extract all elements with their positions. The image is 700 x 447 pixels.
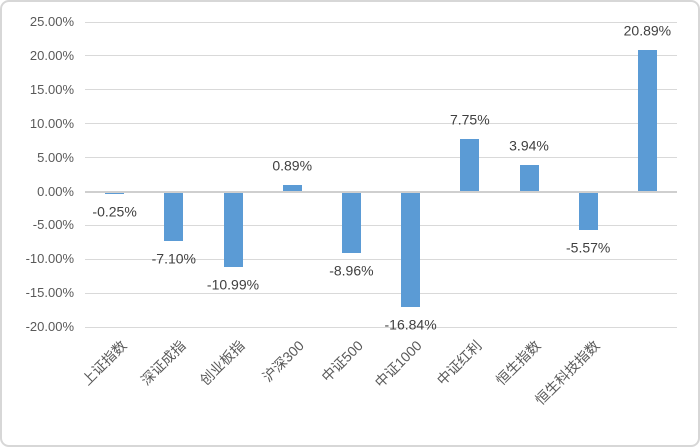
y-axis-tick-label: 20.00% — [29, 47, 74, 63]
gridline — [85, 224, 677, 226]
bar-value-label: -16.84% — [384, 316, 437, 333]
bar — [460, 138, 480, 192]
y-axis-tick-label: 25.00% — [29, 14, 74, 29]
bar-value-label: -0.25% — [92, 203, 137, 220]
bar-value-label: -10.99% — [206, 276, 260, 293]
gridline — [85, 292, 677, 294]
gridline — [85, 157, 677, 159]
bar-value-label: 3.94% — [509, 137, 549, 154]
y-axis-tick-label: 5.00% — [37, 149, 74, 165]
y-axis-tick-label: -20.00% — [25, 319, 74, 335]
category-label: 创业板指 — [196, 337, 248, 389]
bar — [401, 192, 421, 307]
category-label: 中证红利 — [433, 337, 485, 389]
bar — [282, 185, 302, 192]
bar-value-label: -5.57% — [566, 239, 611, 256]
category-label: 中证500 — [318, 337, 367, 385]
category-label: 恒生指数 — [492, 337, 544, 389]
y-axis-tick-label: 10.00% — [29, 115, 74, 131]
bar — [519, 164, 539, 192]
y-axis-tick-label: -5.00% — [32, 217, 74, 233]
gridline — [85, 55, 677, 57]
bar — [341, 192, 361, 254]
y-axis-tick-label: 15.00% — [29, 81, 74, 97]
bar — [578, 192, 598, 231]
category-label: 沪深300 — [259, 337, 307, 385]
bar — [105, 192, 125, 195]
bar — [223, 192, 243, 267]
bar — [164, 192, 184, 241]
gridline — [85, 326, 677, 328]
bar — [637, 49, 657, 192]
x-axis-line — [85, 190, 677, 193]
category-label: 深证成指 — [137, 337, 189, 389]
category-label: 中证1000 — [372, 337, 426, 391]
bar-value-label: 7.75% — [449, 111, 490, 128]
bar-value-label: 0.89% — [272, 157, 313, 174]
gridline — [85, 258, 677, 260]
gridline — [85, 89, 677, 91]
gridline — [85, 123, 677, 125]
category-label: 上证指数 — [78, 337, 130, 389]
gridline — [85, 21, 677, 23]
bar-value-label: 20.89% — [623, 22, 672, 39]
y-axis-tick-label: 0.00% — [37, 183, 74, 199]
y-axis-tick-label: -15.00% — [25, 285, 74, 301]
bar-value-label: -8.96% — [329, 262, 374, 279]
y-axis-tick-label: -10.00% — [25, 251, 74, 267]
bar-value-label: -7.10% — [151, 250, 196, 267]
